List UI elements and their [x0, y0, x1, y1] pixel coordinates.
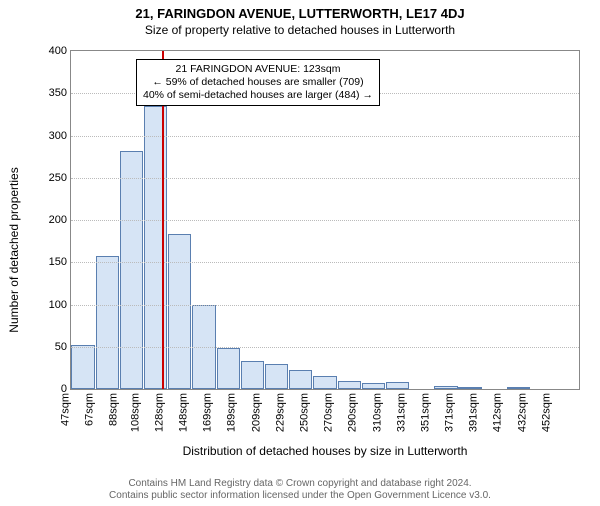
y-tick-label: 200 — [49, 214, 71, 226]
x-tick-label: 148sqm — [183, 352, 195, 393]
annotation-box: 21 FARINGDON AVENUE: 123sqm← 59% of deta… — [136, 59, 380, 106]
y-axis-label: Number of detached properties — [7, 167, 21, 332]
x-tick-label: 412sqm — [498, 352, 510, 393]
x-tick-label: 250sqm — [304, 352, 316, 393]
grid-line — [71, 262, 579, 263]
grid-line — [71, 178, 579, 179]
y-tick-label: 350 — [49, 87, 71, 99]
x-tick-label: 371sqm — [450, 352, 462, 393]
page-title: 21, FARINGDON AVENUE, LUTTERWORTH, LE17 … — [0, 6, 600, 21]
x-tick-label: 432sqm — [522, 352, 534, 393]
y-tick-label: 250 — [49, 172, 71, 184]
x-tick-label: 290sqm — [353, 352, 365, 393]
x-tick-label: 270sqm — [329, 352, 341, 393]
footer-line-1: Contains HM Land Registry data © Crown c… — [0, 478, 600, 490]
y-tick-label: 150 — [49, 256, 71, 268]
y-tick-label: 0 — [61, 383, 71, 395]
y-tick-label: 400 — [49, 45, 71, 57]
x-tick-label: 452sqm — [546, 352, 558, 393]
annotation-line: 21 FARINGDON AVENUE: 123sqm — [143, 63, 373, 76]
x-tick-label: 229sqm — [280, 352, 292, 393]
grid-line — [71, 220, 579, 221]
x-tick-label: 391sqm — [474, 352, 486, 393]
x-tick-label: 310sqm — [377, 352, 389, 393]
annotation-line: 40% of semi-detached houses are larger (… — [143, 89, 373, 102]
x-tick-label: 331sqm — [401, 352, 413, 393]
page-subtitle: Size of property relative to detached ho… — [0, 23, 600, 37]
grid-line — [71, 305, 579, 306]
y-tick-label: 50 — [55, 341, 71, 353]
chart-container: Number of detached properties 47sqm67sqm… — [28, 50, 584, 450]
footer-attribution: Contains HM Land Registry data © Crown c… — [0, 478, 600, 502]
x-tick-label: 169sqm — [208, 352, 220, 393]
x-tick-label: 209sqm — [256, 352, 268, 393]
grid-line — [71, 347, 579, 348]
x-tick-label: 189sqm — [232, 352, 244, 393]
x-tick-label: 108sqm — [135, 352, 147, 393]
annotation-line: ← 59% of detached houses are smaller (70… — [143, 76, 373, 89]
grid-line — [71, 136, 579, 137]
plot-area: 47sqm67sqm88sqm108sqm128sqm148sqm169sqm1… — [70, 50, 580, 390]
x-tick-label: 88sqm — [114, 358, 126, 393]
x-tick-label: 351sqm — [425, 352, 437, 393]
x-tick-label: 67sqm — [90, 358, 102, 393]
footer-line-2: Contains public sector information licen… — [0, 490, 600, 502]
x-axis-label: Distribution of detached houses by size … — [70, 444, 580, 458]
y-tick-label: 300 — [49, 130, 71, 142]
y-tick-label: 100 — [49, 299, 71, 311]
